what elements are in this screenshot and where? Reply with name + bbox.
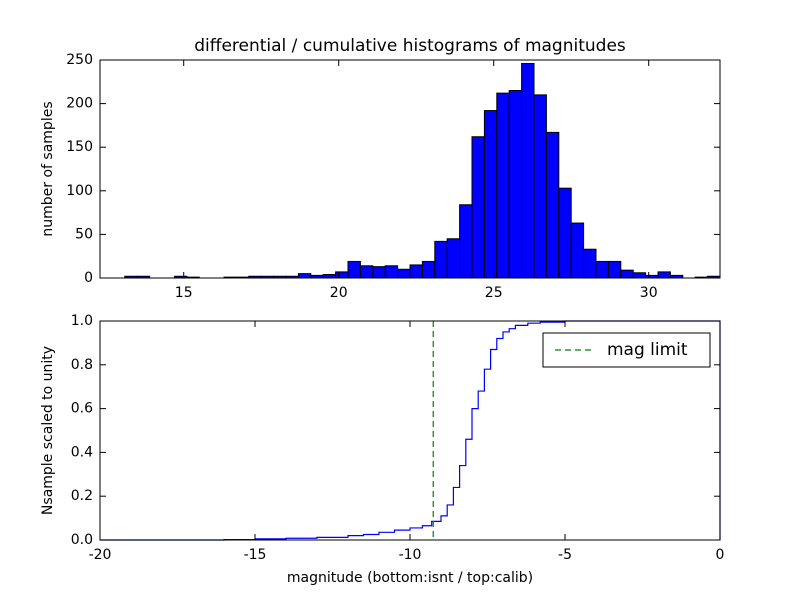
x-tick-label: 20 [330,285,348,301]
y-tick-label: 0.2 [71,488,93,504]
y-axis-label: number of samples [40,101,56,236]
bar [372,266,386,279]
bar [521,62,535,279]
bar [347,260,361,279]
x-tick-label: 25 [485,285,503,301]
bar [409,264,423,279]
bar [397,268,411,279]
y-tick-label: 0.6 [71,401,93,417]
x-tick-label: -10 [399,547,422,563]
plot-frame [99,59,721,279]
bar [558,187,572,279]
chart-title: differential / cumulative histograms of … [194,36,626,56]
bar [595,260,609,279]
bar [533,94,547,279]
bar [335,271,349,279]
bar [359,265,374,279]
y-tick-label: 0.8 [71,357,93,373]
x-axis-label: magnitude (bottom:isnt / top:calib) [287,570,533,586]
bar [657,271,671,279]
bar [632,272,647,279]
x-tick-label: 30 [640,285,658,301]
x-tick-label: -5 [558,547,572,563]
bar [384,265,399,279]
x-tick-label: -20 [89,547,112,563]
y-tick-label: 250 [66,52,93,68]
y-tick-label: 1.0 [71,313,93,329]
bar [483,110,498,279]
x-tick-label: -15 [244,547,267,563]
y-tick-label: 0 [84,270,93,286]
y-tick-label: 0.0 [71,532,93,548]
bar [434,240,448,279]
y-tick-label: 100 [66,183,93,199]
legend-label: mag limit [607,340,688,360]
bar [459,204,473,279]
bar [607,260,622,279]
bar [545,131,560,279]
y-tick-label: 0.4 [71,444,93,460]
bar [583,248,597,279]
y-tick-label: 150 [66,139,93,155]
y-axis-label: Nsample scaled to unity [40,346,56,515]
y-tick-label: 200 [66,96,93,112]
bar [421,260,436,279]
x-tick-label: 0 [716,547,725,563]
bar [620,269,634,279]
bar [496,92,510,279]
bar [471,136,485,279]
step-line [100,320,721,541]
bar [446,238,461,279]
bar [570,222,585,279]
bar [508,90,523,279]
bar [297,273,312,279]
y-tick-label: 50 [75,226,93,242]
bar [322,274,337,279]
x-tick-label: 15 [175,285,193,301]
